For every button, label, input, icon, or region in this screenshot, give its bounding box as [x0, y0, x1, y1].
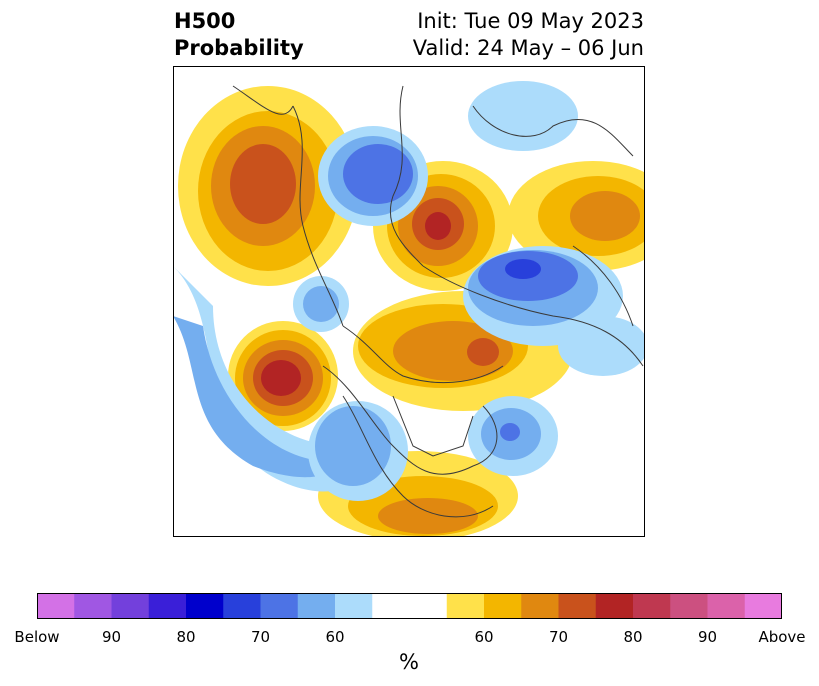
colorbar-tick-label: 70 — [548, 628, 569, 646]
colorbar-segment — [595, 593, 634, 619]
title-product: Probability — [174, 36, 304, 60]
coastlines — [232, 85, 644, 518]
anomaly-below-north-pacific — [293, 276, 349, 332]
init-date: Init: Tue 09 May 2023 — [417, 9, 644, 33]
colorbar-segment — [335, 593, 373, 619]
colorbar-tick-label: 70 — [250, 628, 271, 646]
colorbar — [37, 593, 782, 619]
colorbar-tick-label: 80 — [176, 628, 196, 646]
colorbar-tick-label: Above — [758, 628, 806, 646]
anomaly-below-top-right — [468, 81, 578, 151]
map-dates: Init: Tue 09 May 2023 Valid: 24 May – 06… — [413, 8, 644, 62]
anomaly-below-western-us — [308, 401, 408, 501]
colorbar-segment — [297, 593, 336, 619]
colorbar-segment — [372, 593, 410, 619]
colorbar-segment — [521, 593, 559, 619]
colorbar-tick-label: 60 — [325, 628, 345, 646]
colorbar-segment — [74, 593, 112, 619]
anomaly-below-northwest-atlantic — [468, 396, 558, 476]
colorbar-segment — [670, 593, 708, 619]
colorbar-segment — [186, 593, 224, 619]
colorbar-tick-label: 90 — [697, 628, 718, 646]
colorbar-segment — [409, 593, 448, 619]
colorbar-tick-label: 80 — [623, 628, 643, 646]
colorbar-segment — [633, 593, 671, 619]
valid-date: Valid: 24 May – 06 Jun — [412, 36, 644, 60]
colorbar-tick-label: 90 — [101, 628, 122, 646]
colorbar-tick-label: Below — [14, 628, 60, 646]
anomaly-below-east-asia — [558, 316, 645, 376]
colorbar-segment — [484, 593, 522, 619]
colorbar-segment — [744, 593, 782, 619]
colorbar-segment — [223, 593, 261, 619]
colorbar-segment — [260, 593, 299, 619]
colorbar-frame — [37, 593, 782, 619]
colorbar-unit-label: % — [399, 650, 419, 674]
probability-map — [173, 66, 645, 537]
colorbar-segment — [446, 593, 485, 619]
colorbar-segment — [148, 593, 187, 619]
anomaly-above-east-asia — [228, 321, 338, 431]
anomaly-above-northeast-pacific — [178, 86, 358, 286]
colorbar-segment — [111, 593, 150, 619]
colorbar-segment — [37, 593, 75, 619]
colorbar-segment — [558, 593, 597, 619]
title-variable: H500 — [174, 9, 236, 33]
colorbar-tick-label: 60 — [474, 628, 494, 646]
map-frame — [173, 66, 645, 537]
colorbar-segment — [707, 593, 746, 619]
map-title: H500 Probability — [174, 8, 304, 62]
anomaly-above-eastern-siberia — [508, 161, 645, 271]
anomaly-below-north-canada — [318, 126, 428, 226]
